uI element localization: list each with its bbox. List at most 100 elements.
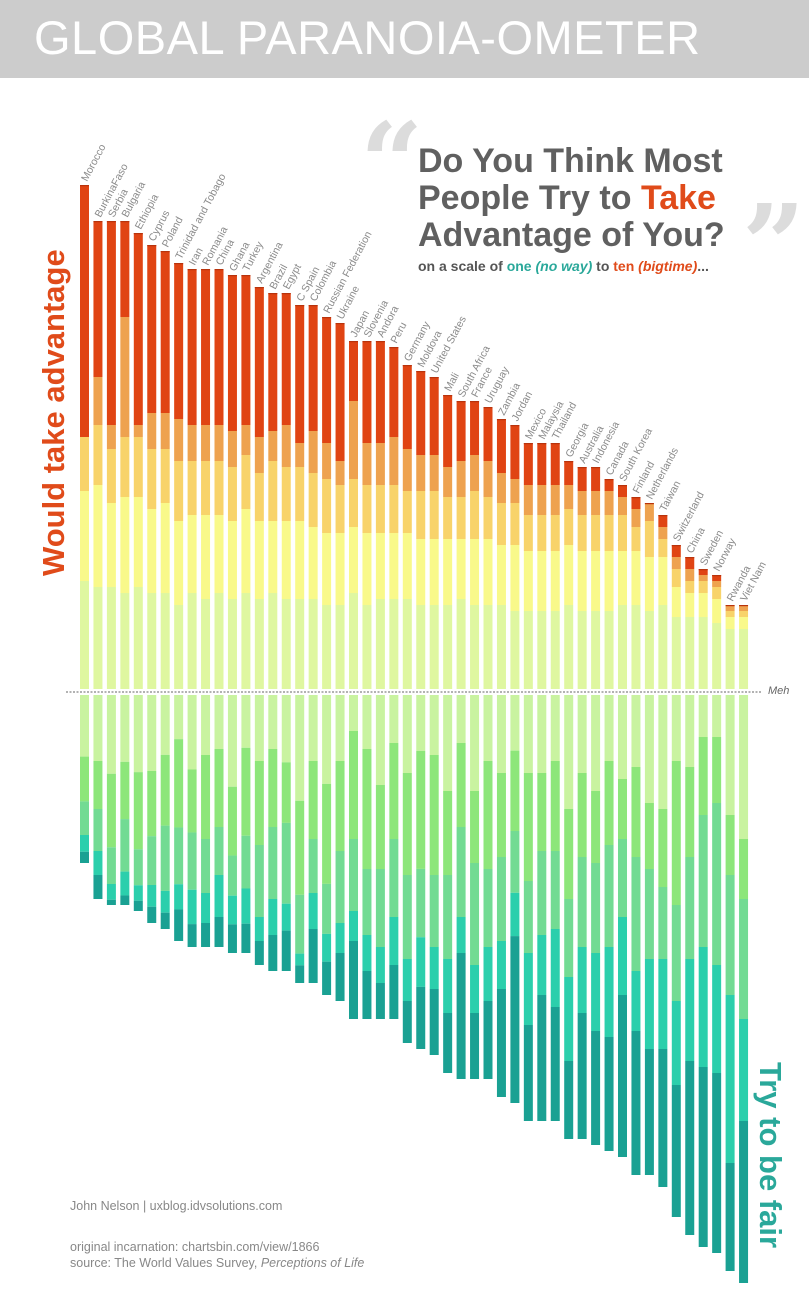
bar-top-segment-7 [577,551,587,611]
bar-bottom-segment-2 [550,929,560,1007]
bar-top-segment-7 [456,539,466,599]
bar-top-segment-8 [470,491,480,539]
bar-bottom-segment-2 [322,933,332,962]
bar-bottom-segment-2 [295,953,305,966]
bar-bottom-segment-1 [160,912,170,929]
bar-top-segment-9 [604,491,614,515]
bar-top-segment-7 [483,539,493,605]
bar-bottom-segment-3 [698,815,708,947]
bar-bottom-segment-5 [201,695,211,755]
bar-top-segment-6 [362,605,372,689]
bar-bottom-segment-4 [429,755,439,875]
bar-bottom-segment-2 [712,965,722,1073]
bar-top-segment-6 [160,593,170,689]
bar-bottom-segment-5 [375,695,385,785]
bar-bottom-segment-2 [725,995,735,1163]
bar-top-segment-8 [712,587,722,599]
bar-bottom-segment-1 [389,965,399,1019]
quote-open-icon: “ [360,98,424,227]
quote-close-icon: ” [742,180,806,309]
bar-bottom-segment-4 [389,743,399,839]
bar-bottom-segment-1 [308,929,318,983]
bar-top-segment-7 [725,617,735,629]
bar-top-segment-8 [214,461,224,515]
bar-bottom-segment-5 [685,695,695,767]
bar-top-segment-7 [80,491,89,581]
bar-top-segment-7 [685,593,695,617]
bar-top-segment-7 [658,557,668,605]
bar-bottom-segment-4 [147,771,157,837]
bar-bottom-segment-5 [308,695,318,761]
question-accent-take: Take [640,179,716,217]
bar-top-segment-10 [174,263,184,419]
bar-top-segment-9 [335,461,345,485]
bar-top-segment-8 [604,515,614,551]
bar-bottom-segment-4 [685,767,695,857]
bar-top-segment-7 [362,533,372,605]
bar-bottom-segment-4 [483,761,493,869]
bar-top-segment-10 [416,371,426,455]
bar-top-segment-6 [80,581,89,689]
bar-top-segment-7 [631,551,641,605]
bar-bottom-segment-1 [147,906,157,923]
bar-top-segment-10 [523,443,533,485]
bar-top-segment-8 [241,455,251,509]
bar-top-segment-8 [133,437,143,497]
bar-bottom-segment-3 [644,869,654,959]
bar-top-segment-9 [147,413,157,449]
bar-bottom-segment-3 [281,822,291,904]
bar-top-segment-10 [483,407,493,461]
bar-top-segment-10 [389,347,399,437]
bar-top-segment-7 [295,521,305,599]
bar-bottom-segment-1 [510,936,520,1103]
bar-top-segment-6 [375,599,385,689]
bar-bottom-segment-4 [631,767,641,857]
bar-top-segment-7 [214,515,224,593]
bar-bottom-segment-5 [725,695,735,815]
bar-bottom-segment-1 [281,930,291,971]
bar-top-segment-9 [644,503,654,521]
bar-bottom-segment-4 [591,791,601,863]
bar-top-cap [712,575,722,577]
bar-top-segment-9 [375,443,385,485]
bar-bottom-segment-4 [712,737,722,803]
bar-top-segment-7 [618,551,627,605]
bar-top-segment-8 [537,515,547,551]
bar-top-segment-10 [214,269,224,425]
bar-top-segment-8 [416,491,426,539]
bar-top-segment-8 [375,485,385,533]
bar-top-segment-8 [483,497,493,539]
bar-top-segment-9 [739,605,749,611]
bar-top-segment-9 [537,485,547,515]
subtitle-no-way: (no way) [535,258,593,274]
bar-top-segment-9 [214,425,224,461]
bar-bottom-segment-5 [106,695,116,774]
bar-top-segment-6 [416,605,426,689]
bar-bottom-segment-4 [523,773,533,881]
bar-bottom-segment-1 [362,971,372,1019]
bar-bottom-segment-4 [496,773,506,857]
bar-bottom-segment-2 [80,835,89,852]
bar-top-segment-10 [510,425,520,479]
bar-top-segment-7 [591,551,601,611]
bar-top-segment-7 [349,527,358,593]
bar-bottom-segment-5 [187,695,197,770]
bar-top-segment-6 [456,599,466,689]
bar-top-segment-6 [631,605,641,689]
bar-top-segment-10 [120,221,130,317]
bar-bottom-segment-4 [362,749,372,869]
bar-bottom-segment-5 [281,695,291,763]
bar-bottom-segment-1 [214,917,224,947]
bar-bottom-segment-4 [375,785,385,869]
bar-bottom-segment-4 [456,743,466,827]
bar-bottom-segment-5 [93,695,103,761]
bar-bottom-segment-2 [739,1019,749,1121]
bar-top-cap [120,221,130,223]
bar-top-segment-7 [604,551,614,611]
bar-top-segment-9 [577,491,587,515]
bar-bottom-segment-1 [671,1085,681,1217]
bar-bottom-segment-1 [335,953,345,1001]
bar-bottom-segment-2 [106,884,116,900]
bar-top-segment-7 [254,521,264,599]
bar-bottom-segment-1 [375,983,385,1019]
